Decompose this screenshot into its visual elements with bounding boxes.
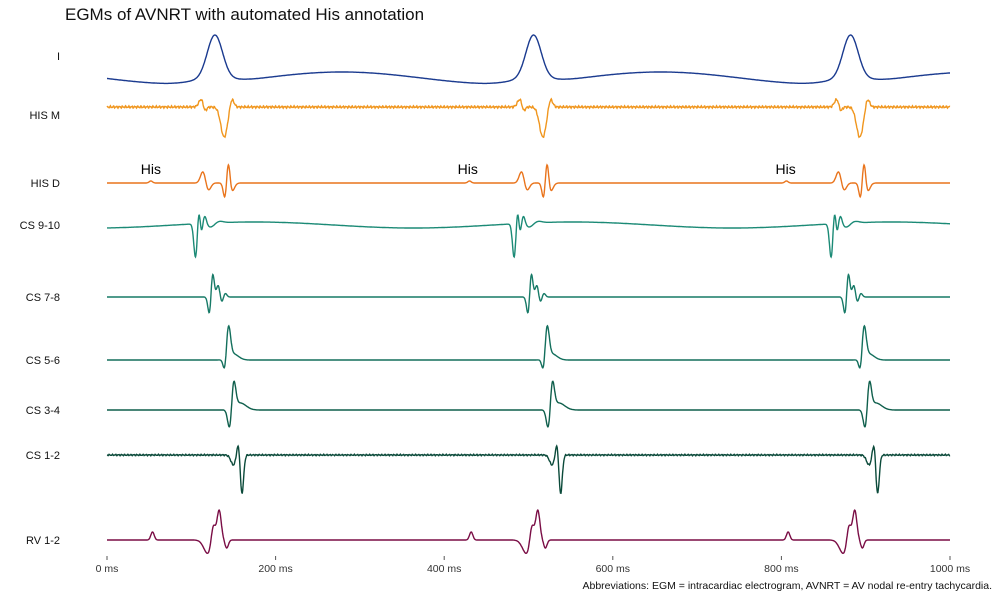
his-annotation-3: His (775, 161, 795, 177)
x-tick-label-0: 0 ms (96, 563, 119, 575)
trace-cs-5-6 (107, 324, 950, 369)
trace-his-m (106, 97, 951, 139)
series-label-cs-9-10: CS 9-10 (20, 220, 60, 232)
x-tick-label-800: 800 ms (764, 563, 798, 575)
series-label-cs-7-8: CS 7-8 (26, 292, 60, 304)
trace-cs-9-10 (107, 214, 950, 259)
series-label-his-m: HIS M (29, 110, 60, 122)
chart-title: EGMs of AVNRT with automated His annotat… (65, 5, 425, 24)
series-label-rv-1-2: RV 1-2 (26, 535, 60, 547)
trace-cs-1-2 (106, 444, 951, 495)
abbreviations-caption: Abbreviations: EGM = intracardiac electr… (582, 580, 993, 592)
series-label-cs-1-2: CS 1-2 (26, 450, 60, 462)
x-tick-label-200: 200 ms (258, 563, 292, 575)
trace-rv-1-2 (107, 509, 950, 555)
his-annotation-1: His (141, 161, 161, 177)
series-label-i: I (57, 51, 60, 63)
series-label-cs-3-4: CS 3-4 (26, 405, 60, 417)
x-tick-label-1000: 1000 ms (930, 563, 970, 575)
series-label-cs-5-6: CS 5-6 (26, 355, 60, 367)
trace-i (107, 34, 950, 85)
his-annotation-2: His (458, 161, 478, 177)
x-tick-label-400: 400 ms (427, 563, 461, 575)
x-tick-label-600: 600 ms (596, 563, 630, 575)
trace-cs-3-4 (107, 380, 950, 428)
series-label-his-d: HIS D (31, 178, 60, 190)
trace-his-d (107, 163, 950, 199)
trace-cs-7-8 (107, 273, 950, 314)
